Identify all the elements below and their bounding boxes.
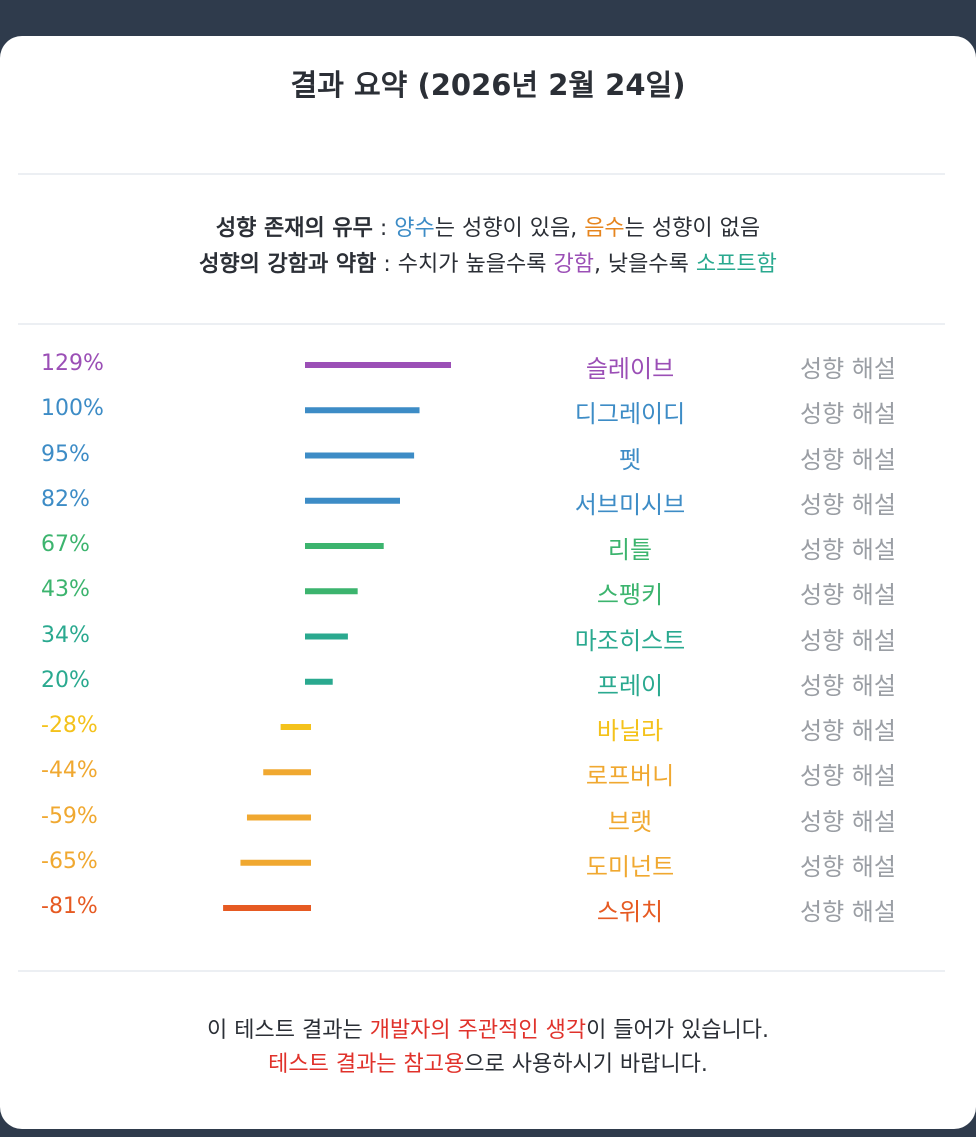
tendency-explanation-link[interactable]: 성향 해설 [800,355,896,383]
category-label: 마조히스트 [574,626,686,655]
tendency-explanation-link[interactable]: 성향 해설 [800,852,896,881]
category-label: 프레이 [596,671,664,700]
legend-strong-word: 강함 [553,252,594,277]
legend-line-1: 성향 존재의 유무 : 양수는 성향이 있음, 음수는 성향이 없음 [0,210,976,242]
tendency-explanation-link[interactable]: 성향 해설 [800,898,896,926]
tendency-explanation-link[interactable]: 성향 해설 [800,762,896,791]
divider-top [18,173,945,175]
value-label: -59% [41,803,98,829]
legend-strength-text-2: , 낮을수록 [593,252,696,277]
tendency-explanation-link[interactable]: 성향 해설 [800,671,896,700]
bar-11 [240,859,311,866]
bar-8 [280,724,311,730]
bar-0 [305,362,451,368]
category-label: 디그레이디 [574,400,686,429]
tendency-explanation-link[interactable]: 성향 해설 [800,445,896,474]
value-label: 82% [41,486,90,512]
value-label: 95% [41,441,90,467]
bar-6 [305,633,348,640]
divider-bottom [18,970,945,972]
footer-text-2a: 테스트 결과는 참고용 [268,1052,465,1077]
value-label: 20% [41,667,90,693]
tendency-explanation-link[interactable]: 성향 해설 [800,807,896,836]
tendency-explanation-link[interactable]: 성향 해설 [800,626,896,655]
bar-3 [305,497,400,504]
legend-sep-2: : [376,252,398,277]
result-card [0,36,976,1129]
category-label: 리틀 [607,536,653,564]
legend-strength-text: 수치가 높을수록 [397,252,554,277]
value-label: -44% [41,758,98,784]
legend-negative-text: 는 성향이 없음 [624,216,761,241]
tendency-explanation-link[interactable]: 성향 해설 [800,717,896,745]
bar-1 [305,407,420,414]
value-label: -65% [41,848,98,874]
footer-text-1c: 이 들어가 있습니다. [586,1018,769,1043]
bar-4 [305,543,384,549]
bar-2 [305,452,415,459]
bar-10 [246,814,311,821]
footer-text-2b: 으로 사용하시기 바랍니다. [464,1052,708,1077]
value-label: 67% [41,532,90,557]
tendency-explanation-link[interactable]: 성향 해설 [800,400,896,429]
category-label: 펫 [618,445,642,474]
legend-sep-1: : [372,216,395,241]
category-label: 도미넌트 [585,852,675,881]
value-label: -28% [41,713,98,738]
legend-label-strength: 성향의 강함과 약함 [199,252,377,277]
footer-note-1: 이 테스트 결과는 개발자의 주관적인 생각이 들어가 있습니다. [0,1012,976,1044]
page-title: 결과 요약 (2026년 2월 24일) [290,68,686,102]
category-label: 스위치 [596,898,664,926]
legend-negative-word: 음수 [584,216,625,241]
category-label: 브랫 [607,807,653,836]
legend-soft-word: 소프트함 [695,252,777,277]
bar-12 [223,905,311,911]
category-label: 스팽키 [596,581,664,610]
tendency-explanation-link[interactable]: 성향 해설 [800,536,896,564]
category-label: 바닐라 [596,717,664,745]
footer-note-2: 테스트 결과는 참고용으로 사용하시기 바랍니다. [0,1046,976,1078]
category-label: 로프버니 [585,762,675,791]
legend-line-2: 성향의 강함과 약함 : 수치가 높을수록 강함, 낮을수록 소프트함 [0,246,976,278]
value-label: 34% [41,622,90,648]
bar-7 [305,678,333,685]
legend-label-existence: 성향 존재의 유무 [215,216,373,241]
category-label: 서브미시브 [574,490,686,519]
value-label: 100% [41,396,104,422]
category-label: 슬레이브 [585,355,675,383]
legend-positive-word: 양수 [394,216,435,241]
bar-9 [263,769,311,776]
tendency-explanation-link[interactable]: 성향 해설 [800,490,896,519]
footer-text-1b: 개발자의 주관적인 생각 [369,1018,587,1043]
bar-5 [305,588,358,595]
tendency-explanation-link[interactable]: 성향 해설 [800,581,896,610]
value-label: 43% [41,577,90,603]
legend-positive-text: 는 성향이 있음, [434,216,585,241]
divider-middle [18,323,945,325]
value-label: -81% [41,894,98,919]
value-label: 129% [41,351,104,376]
footer-text-1a: 이 테스트 결과는 [207,1018,370,1043]
